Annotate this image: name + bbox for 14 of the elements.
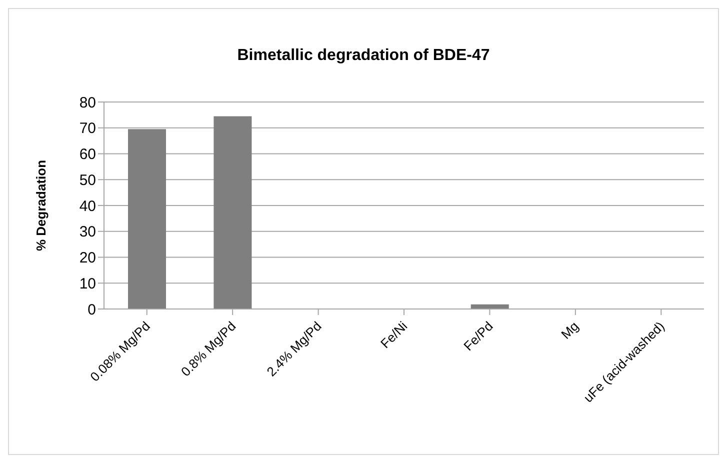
y-tick-label: 10: [79, 275, 96, 292]
y-tick-label: 40: [79, 198, 96, 215]
chart-title: Bimetallic degradation of BDE-47: [236, 47, 491, 65]
bar: [214, 116, 252, 309]
y-tick-label: 50: [79, 172, 96, 189]
y-tick-label: 60: [79, 146, 96, 164]
y-tick-label: 20: [79, 250, 96, 267]
x-tick-label: Mg: [558, 318, 582, 342]
bar: [128, 129, 166, 309]
y-tick-label: 70: [79, 120, 96, 138]
y-axis-title: % Degradation: [34, 160, 49, 252]
y-tick-label: 0: [88, 301, 96, 318]
y-tick-label: 80: [79, 94, 96, 112]
y-tick-label: 30: [79, 224, 96, 241]
